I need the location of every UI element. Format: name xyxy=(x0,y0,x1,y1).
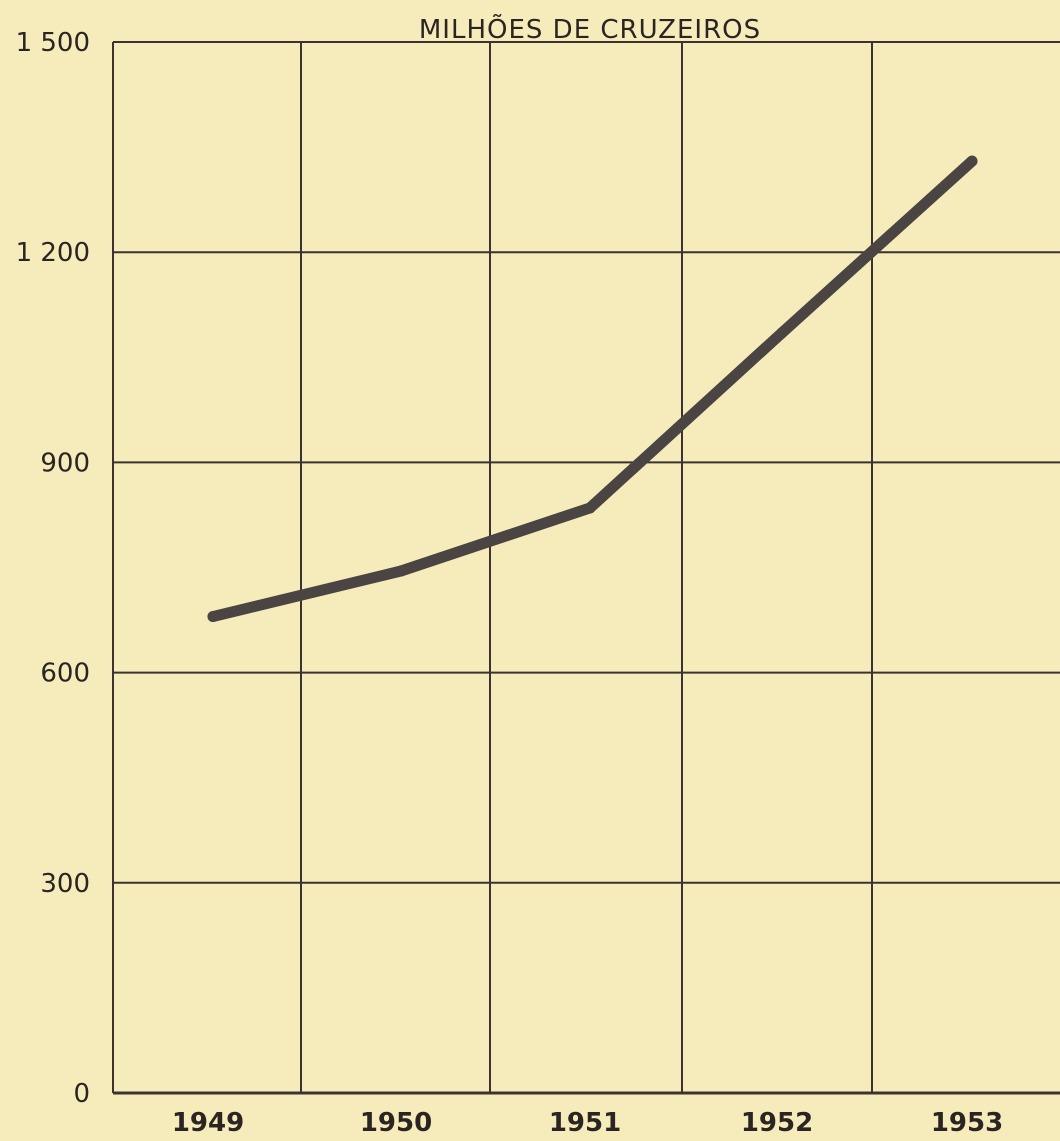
series-layer xyxy=(207,155,978,623)
x-axis-ticks: 1949 1950 1951 1952 1953 xyxy=(172,1108,1003,1138)
y-tick-label: 900 xyxy=(40,448,90,478)
data-point-1951 xyxy=(584,502,596,514)
data-point-1950 xyxy=(395,565,407,577)
x-tick-label: 1951 xyxy=(549,1108,621,1137)
x-tick-label: 1950 xyxy=(360,1108,432,1137)
x-tick-label: 1953 xyxy=(931,1108,1003,1137)
x-tick-label: 1949 xyxy=(172,1108,244,1137)
y-tick-label: 1 500 xyxy=(16,28,90,58)
data-point-1953 xyxy=(966,155,978,167)
y-axis-ticks: 0 300 600 900 1 200 1 500 xyxy=(16,28,90,1109)
y-tick-label: 1 200 xyxy=(16,238,90,268)
y-tick-label: 300 xyxy=(40,869,90,899)
grid xyxy=(112,41,1060,1095)
series-line-0 xyxy=(207,155,978,623)
data-point-1952 xyxy=(776,327,788,339)
data-point-1949 xyxy=(207,611,219,623)
y-tick-label: 0 xyxy=(73,1079,90,1109)
x-tick-label: 1952 xyxy=(741,1108,813,1137)
y-tick-label: 600 xyxy=(40,659,90,689)
chart-title: MILHÕES DE CRUZEIROS xyxy=(419,13,761,45)
